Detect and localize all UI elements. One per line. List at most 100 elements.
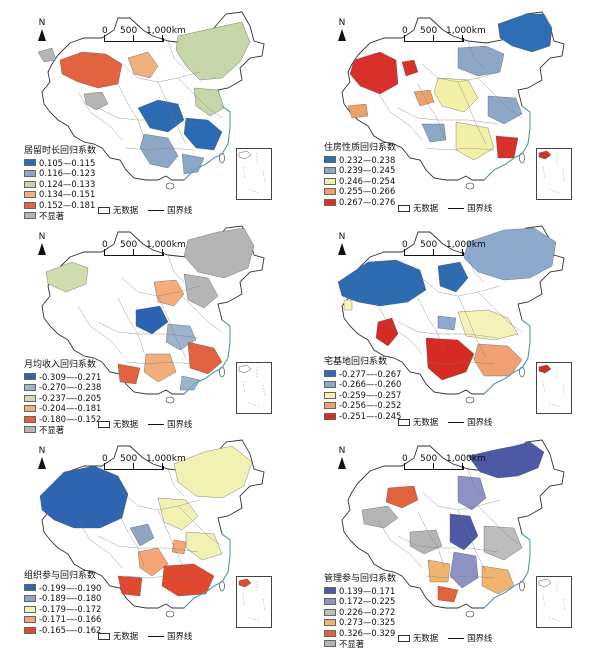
inset-coast xyxy=(538,578,552,588)
legend-title: 组织参与回归系数 xyxy=(24,571,97,581)
province-boundary-7 xyxy=(167,468,185,497)
region-3 xyxy=(183,273,219,309)
scale-end: 1,000km xyxy=(146,240,186,250)
not-significant-label: 不显著 xyxy=(39,210,65,221)
legend-item: 0.152—0.181 xyxy=(24,200,96,211)
taiwan-island xyxy=(219,366,225,378)
legend-range: -0.237—-0.205 xyxy=(39,392,102,403)
border-label: 国界线 xyxy=(167,419,193,429)
border-line-icon xyxy=(148,423,165,425)
scale-mid: 500 xyxy=(120,454,138,464)
arrow-shape xyxy=(338,29,346,41)
legend-swatch xyxy=(24,191,36,199)
region-3 xyxy=(449,513,479,551)
legend-swatch xyxy=(324,166,336,174)
north-label: N xyxy=(338,446,346,456)
legend-swatch xyxy=(324,629,336,637)
scale-tick xyxy=(162,463,163,469)
legend-swatch xyxy=(324,587,336,595)
inset-map xyxy=(538,364,566,408)
legend-range: -0.204—-0.181 xyxy=(39,403,102,414)
legend-item: -0.251—-0.245 xyxy=(324,411,401,422)
province-boundary-2 xyxy=(117,83,145,139)
legend-range: -0.266—-0.260 xyxy=(339,379,402,390)
scale-tick xyxy=(404,463,405,469)
province-boundary-2 xyxy=(417,297,445,353)
arrow-shape xyxy=(38,243,46,255)
arrow-shape xyxy=(38,457,46,469)
legend-item: -0.165—-0.162 xyxy=(24,625,101,636)
scale-tick xyxy=(162,35,163,41)
legend-item-not-significant: 不显著 xyxy=(24,425,101,436)
hainan-island xyxy=(465,396,475,404)
scale-zero: 0 xyxy=(102,454,108,464)
scale-zero: 0 xyxy=(102,240,108,250)
taiwan-island xyxy=(219,580,225,592)
region-4 xyxy=(375,317,399,347)
coastline xyxy=(483,533,531,609)
border-label: 国界线 xyxy=(467,203,493,213)
legend-range: 0.152—0.181 xyxy=(39,199,96,210)
no-data-swatch xyxy=(398,418,410,426)
scale-tick xyxy=(404,35,405,41)
region-7 xyxy=(117,575,143,597)
no-data-swatch xyxy=(98,206,110,214)
province-boundary-7 xyxy=(467,254,485,283)
region-8 xyxy=(487,95,523,125)
inset-dashes xyxy=(242,367,266,408)
region-5 xyxy=(497,13,553,53)
region-4 xyxy=(157,497,199,531)
scale-end: 1,000km xyxy=(446,26,486,36)
hainan-island xyxy=(465,610,475,618)
legend-item: 0.172—0.225 xyxy=(324,596,396,607)
legend: 住房性质回归系数 0.232—0.238 0.239—0.245 0.246—0.25… xyxy=(324,143,396,208)
province-boundary-4 xyxy=(477,505,523,547)
region-8 xyxy=(437,315,457,331)
region-4 xyxy=(347,103,369,119)
province-boundary-2 xyxy=(417,83,445,139)
border-line-icon xyxy=(448,637,465,639)
legend-item: 0.273—0.325 xyxy=(324,617,396,628)
hainan-island xyxy=(465,182,475,190)
legend-swatch xyxy=(324,412,336,420)
map-panel-1: N 0 500 1,000km 居留时长回归系数 0.105—0.115 0.116—0.1… xyxy=(18,8,318,222)
scale-tick xyxy=(404,249,405,255)
province-boundary-5 xyxy=(97,535,199,553)
map-panel-6: N 0 500 1,000km 管理参与回归系数 0.139—0.171 0.172—0.2… xyxy=(318,436,608,650)
south-china-sea-inset xyxy=(236,148,272,200)
legend-swatch xyxy=(24,212,36,220)
legend-range: 0.172—0.225 xyxy=(339,596,396,607)
south-china-sea-inset xyxy=(536,148,572,200)
inset-map xyxy=(538,578,566,622)
scale-tick xyxy=(462,463,463,469)
border-line-icon xyxy=(148,209,165,211)
scale-line xyxy=(104,466,164,470)
region-9 xyxy=(83,91,109,111)
legend-range: -0.270—-0.238 xyxy=(39,382,102,393)
region-9 xyxy=(455,121,495,161)
legend-extra: 无数据 国界线 xyxy=(98,204,192,216)
legend-range: 0.116—0.123 xyxy=(39,168,96,179)
legend-item-not-significant: 不显著 xyxy=(24,211,96,222)
region-10 xyxy=(37,47,57,63)
scale-zero: 0 xyxy=(402,454,408,464)
province-boundary-7 xyxy=(467,468,485,497)
scale-zero: 0 xyxy=(102,26,108,36)
north-arrow-icon: N xyxy=(335,18,349,41)
legend-range: 0.267—0.276 xyxy=(339,196,396,207)
legend-range: -0.179—-0.172 xyxy=(39,603,102,614)
china-map xyxy=(337,225,565,404)
region-7 xyxy=(409,529,443,555)
legend-item: -0.237—-0.205 xyxy=(24,393,101,404)
legend: 宅基地回归系数 -0.277—-0.267 -0.266—-0.260 -0.259—… xyxy=(324,357,401,422)
coastline xyxy=(183,319,231,395)
legend-item: 0.134—0.151 xyxy=(24,189,96,200)
region-5 xyxy=(457,309,519,341)
scale-tick xyxy=(433,249,434,255)
north-arrow-icon: N xyxy=(35,18,49,41)
province-boundary-8 xyxy=(377,305,423,355)
scale-tick xyxy=(133,249,134,255)
province-boundary-8 xyxy=(377,91,423,141)
legend-extra: 无数据 国界线 xyxy=(98,630,192,642)
region-9 xyxy=(117,363,141,385)
